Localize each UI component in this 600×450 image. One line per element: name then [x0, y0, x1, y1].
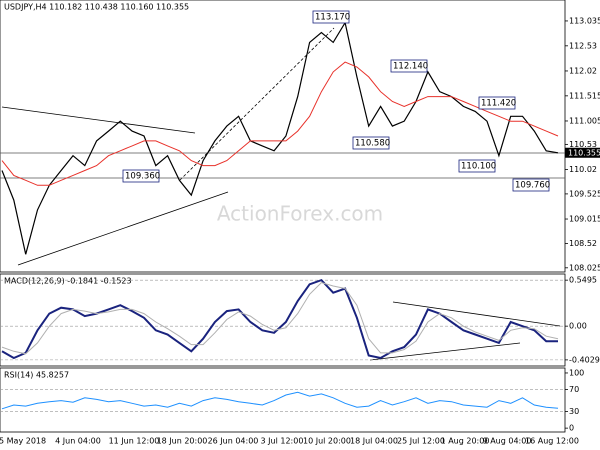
series-line	[1, 61, 559, 186]
price-panel	[0, 0, 566, 273]
y-tick-label: 112.53	[569, 41, 597, 50]
annotation: 113.170	[315, 13, 350, 23]
series-line	[1, 391, 559, 410]
macd-title: MACD(12,26,9) -0.1841 -0.1523	[4, 277, 132, 286]
macd-panel	[0, 273, 566, 367]
series-line	[1, 282, 559, 355]
x-tick-label: 16 Aug 12:00	[525, 437, 579, 446]
x-tick-label: 3 Jul 12:00	[261, 437, 304, 446]
last-price-box	[565, 147, 600, 158]
y-tick-label: 0	[569, 424, 574, 433]
y-tick-label: 70	[569, 385, 579, 394]
x-tick-label: 1 Aug 20:00	[441, 437, 490, 446]
rsi-title: RSI(14) 45.8257	[4, 371, 69, 380]
y-tick-label: 108.52	[569, 239, 597, 248]
y-tick-label: 111.005	[569, 116, 600, 125]
x-tick-label: 10 Jul 20:00	[303, 437, 351, 446]
x-tick-label: 9 Aug 04:00	[483, 437, 532, 446]
x-tick-label: 25 Jul 12:00	[397, 437, 445, 446]
trendline	[392, 301, 561, 327]
price-title: USDJPY,H4 110.182 110.438 110.160 110.35…	[4, 3, 189, 12]
y-tick-label: 0.00	[569, 322, 587, 331]
y-tick-label: 112.02	[569, 66, 597, 75]
annotation-box	[122, 169, 160, 183]
y-tick-label: 0.5495	[569, 276, 597, 285]
y-tick-label: 108.025	[569, 263, 600, 272]
last-price-label: 110.355	[568, 148, 600, 157]
y-tick-label: 110.02	[569, 165, 597, 174]
x-tick-label: 11 Jun 12:00	[109, 437, 160, 446]
annotation-box	[312, 10, 350, 24]
y-tick-label: 109.015	[569, 215, 600, 224]
y-tick-label: 113.035	[569, 16, 600, 25]
x-tick-label: 4 Jun 04:00	[55, 437, 101, 446]
annotation-box	[478, 96, 516, 110]
series-line	[1, 278, 558, 360]
annotation: 110.580	[355, 139, 390, 149]
y-tick-label: 111.515	[569, 91, 600, 100]
annotation: 109.360	[125, 172, 160, 182]
y-tick-label: 110.53	[569, 140, 597, 149]
trendline	[369, 342, 521, 361]
annotation-box	[512, 178, 550, 192]
annotation-box	[458, 159, 496, 173]
y-tick-label: 109.525	[569, 189, 600, 198]
annotation: 112.140	[393, 62, 428, 72]
rsi-panel	[0, 367, 566, 433]
annotation-box	[352, 136, 390, 150]
watermark: ActionForex.com	[217, 202, 383, 226]
annotation: 109.760	[515, 181, 550, 191]
y-tick-label: -0.4029	[569, 355, 600, 364]
x-tick-label: 18 Jun 20:00	[157, 437, 208, 446]
trendline	[1, 106, 196, 134]
x-tick-label: 25 May 2018	[0, 437, 46, 446]
y-tick-label: 100	[569, 368, 584, 377]
x-tick-label: 26 Jun 04:00	[208, 437, 259, 446]
annotation: 111.420	[481, 99, 516, 109]
trendline	[179, 27, 335, 181]
series-line	[1, 21, 559, 255]
annotation-box	[390, 59, 428, 73]
x-tick-label: 18 Jul 04:00	[350, 437, 398, 446]
annotation: 110.100	[461, 162, 496, 172]
y-tick-label: 30	[569, 407, 579, 416]
trendline	[17, 191, 229, 266]
